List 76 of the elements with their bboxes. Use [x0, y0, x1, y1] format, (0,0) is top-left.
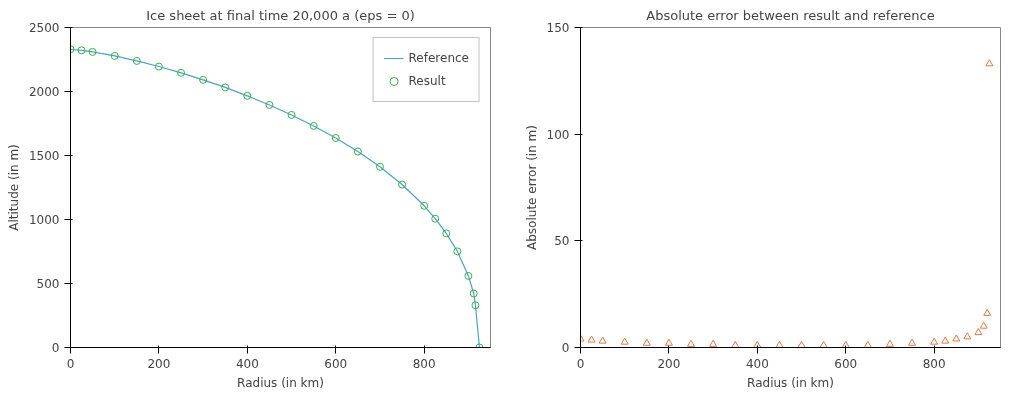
point: [420, 201, 429, 210]
x-tick-label: 800: [412, 356, 436, 371]
point: [353, 147, 362, 156]
point: [199, 75, 208, 84]
point: [287, 110, 296, 119]
point: [974, 328, 983, 336]
x-axis-title: Radius (in km): [747, 375, 834, 390]
point: [797, 340, 806, 348]
point: [664, 338, 673, 346]
y-tick-label: 0: [51, 341, 60, 355]
point: [132, 56, 141, 65]
point: [753, 340, 762, 348]
point: [154, 62, 163, 71]
x-tick-label: 0: [576, 356, 585, 371]
point: [587, 335, 596, 343]
point: [598, 336, 607, 344]
x-tick-label: 0: [66, 356, 75, 371]
y-axis-title: Altitude (in m): [6, 144, 21, 231]
point: [110, 51, 119, 60]
point: [464, 271, 473, 280]
x-tick-label: 800: [922, 356, 946, 371]
point: [642, 338, 651, 346]
point: [775, 340, 784, 348]
point: [983, 308, 992, 316]
x-tick-label: 600: [834, 356, 858, 371]
x-tick-label: 400: [745, 356, 769, 371]
legend-label: Result: [408, 74, 446, 88]
point: [471, 301, 480, 310]
y-tick-label: 150: [546, 21, 570, 35]
point: [309, 121, 318, 130]
chart-title: Absolute error between result and reference: [646, 7, 935, 23]
point: [908, 338, 917, 346]
point: [453, 247, 462, 256]
y-tick-label: 0: [561, 341, 570, 355]
point: [398, 180, 407, 189]
legend-label: Reference: [408, 51, 469, 65]
y-tick-label: 100: [546, 127, 570, 142]
point: [930, 337, 939, 345]
x-tick-label: 200: [147, 356, 171, 371]
point: [941, 336, 950, 344]
point: [620, 337, 629, 345]
point: [731, 340, 740, 348]
point: [469, 289, 478, 298]
x-tick-label: 600: [324, 356, 348, 371]
point: [709, 339, 718, 347]
point: [265, 100, 274, 109]
point: [985, 59, 994, 67]
point: [863, 340, 872, 348]
y-tick-label: 50: [554, 234, 570, 249]
point: [331, 133, 340, 142]
point: [979, 321, 988, 329]
x-axis-title: Radius (in km): [237, 375, 324, 390]
point: [375, 162, 384, 171]
point: [431, 214, 440, 223]
point: [963, 332, 972, 340]
y-tick-label: 2000: [28, 85, 60, 99]
y-tick-label: 2500: [28, 21, 60, 35]
point: [841, 340, 850, 348]
y-axis-title: Absolute error (in m): [524, 125, 539, 250]
chart-title: Ice sheet at final time 20,000 a (eps = 0): [146, 7, 415, 23]
x-tick-label: 200: [657, 356, 681, 371]
point: [819, 340, 828, 348]
y-tick-label: 1000: [28, 213, 60, 227]
point: [77, 46, 86, 55]
point: [885, 339, 894, 347]
point: [177, 68, 186, 77]
point: [243, 91, 252, 100]
point: [442, 229, 451, 238]
point: [952, 334, 961, 342]
x-tick-label: 400: [235, 356, 259, 371]
y-tick-label: 500: [36, 277, 60, 291]
point: [88, 47, 97, 56]
y-tick-label: 1500: [28, 149, 60, 163]
line-series: [70, 48, 481, 348]
point: [687, 339, 696, 347]
point: [221, 83, 230, 92]
